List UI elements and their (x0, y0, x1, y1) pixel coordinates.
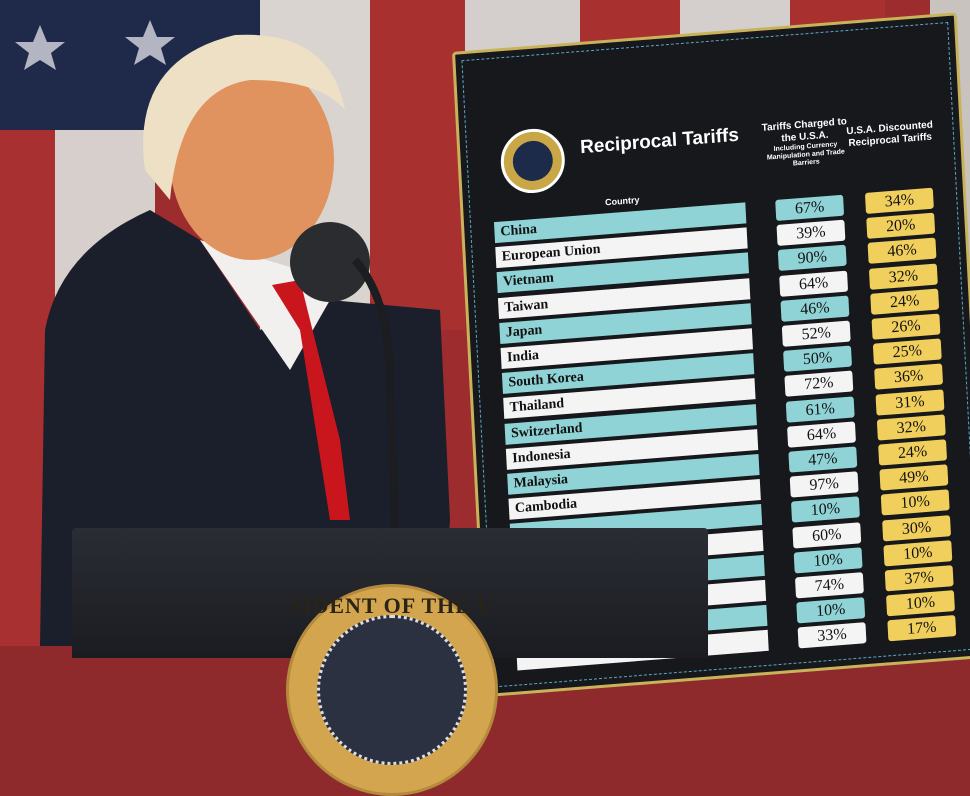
seal-text: SIDENT OF THE U (289, 593, 495, 618)
tariff-row: Switzerland 61% 31% (504, 388, 945, 445)
tariff-row: India 52% 26% (500, 313, 941, 369)
hair (143, 34, 345, 200)
tariff-row: Japan 46% 24% (499, 288, 940, 344)
charged-header: Tariffs Charged to the U.S.A. Including … (759, 116, 851, 171)
tariff-row: Malaysia 47% 24% (507, 439, 948, 495)
tariff-row: Taiwan 64% 32% (497, 263, 938, 319)
red-tie (272, 280, 350, 520)
podium-seal-icon: SIDENT OF THE U (286, 584, 498, 796)
microphone-icon (290, 222, 370, 302)
face (170, 60, 334, 260)
tariff-row: China 67% 34% (493, 187, 934, 244)
tariff-row: Cambodia 97% 49% (508, 464, 949, 520)
tariff-row: Vietnam 90% 46% (496, 237, 937, 294)
microphone-stand (351, 257, 399, 531)
tariff-row: Thailand 72% 36% (503, 363, 944, 420)
tariff-row: Indonesia 64% 32% (505, 414, 946, 470)
tariff-row: European Union 39% 20% (495, 212, 936, 269)
tariff-row: South Korea 50% 25% (501, 338, 942, 395)
